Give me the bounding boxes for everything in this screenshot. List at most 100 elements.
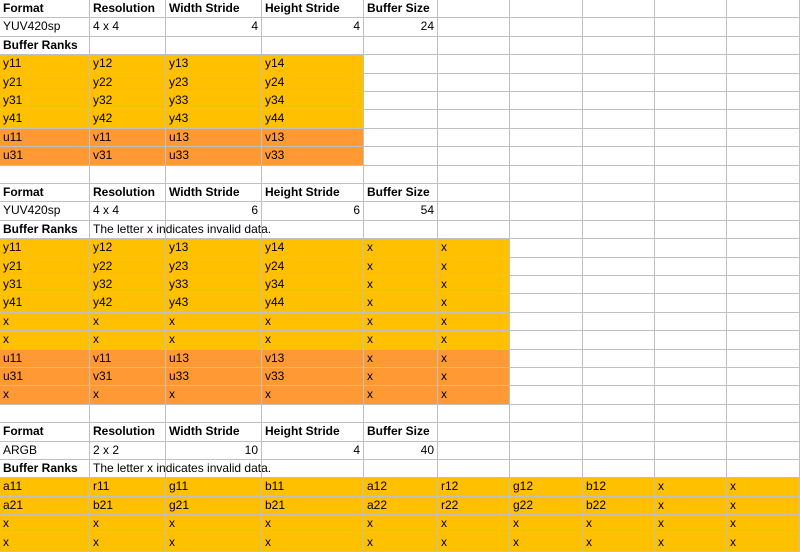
table-cell[interactable]: y34	[262, 276, 364, 294]
empty-cell[interactable]	[364, 221, 438, 239]
table-cell[interactable]: 2 x 2	[90, 442, 166, 460]
table-cell[interactable]: x	[438, 313, 510, 331]
table-cell[interactable]: y13	[166, 55, 262, 74]
table-cell[interactable]: Width Stride	[166, 184, 262, 202]
empty-cell[interactable]	[583, 294, 655, 313]
table-cell[interactable]: x	[727, 478, 800, 497]
table-cell[interactable]: x	[262, 331, 364, 350]
empty-cell[interactable]	[438, 55, 510, 74]
table-cell[interactable]: x	[364, 368, 438, 386]
empty-cell[interactable]	[364, 110, 438, 129]
empty-cell[interactable]	[438, 37, 510, 55]
empty-cell[interactable]	[655, 221, 727, 239]
empty-cell[interactable]	[655, 460, 727, 478]
table-cell[interactable]: v13	[262, 350, 364, 368]
empty-cell[interactable]	[583, 276, 655, 294]
table-cell[interactable]: Height Stride	[262, 423, 364, 442]
table-cell[interactable]: The letter x indicates invalid data.	[90, 460, 271, 478]
empty-cell[interactable]	[166, 221, 262, 239]
table-cell[interactable]: YUV420sp	[0, 202, 90, 221]
table-cell[interactable]: y22	[90, 258, 166, 276]
table-cell[interactable]: x	[438, 534, 510, 552]
table-cell[interactable]: b21	[262, 497, 364, 515]
table-cell[interactable]: Buffer Size	[364, 184, 438, 202]
empty-cell[interactable]	[364, 92, 438, 110]
table-cell[interactable]: x	[166, 534, 262, 552]
empty-cell[interactable]	[727, 202, 800, 221]
table-cell[interactable]: x	[438, 331, 510, 350]
empty-cell[interactable]	[727, 55, 800, 74]
empty-cell[interactable]	[510, 129, 583, 147]
table-cell[interactable]: x	[655, 497, 727, 515]
table-cell[interactable]: y43	[166, 110, 262, 129]
empty-cell[interactable]	[583, 239, 655, 258]
empty-cell[interactable]	[438, 92, 510, 110]
empty-cell[interactable]	[438, 18, 510, 37]
table-cell[interactable]: Format	[0, 0, 90, 18]
table-cell[interactable]: y42	[90, 110, 166, 129]
empty-cell[interactable]	[727, 258, 800, 276]
empty-cell[interactable]	[438, 221, 510, 239]
table-cell[interactable]: x	[655, 478, 727, 497]
table-cell[interactable]: b22	[583, 497, 655, 515]
empty-cell[interactable]	[438, 74, 510, 92]
table-cell[interactable]: Buffer Ranks	[0, 221, 90, 239]
empty-cell[interactable]	[727, 166, 800, 184]
empty-cell[interactable]	[727, 460, 800, 478]
empty-cell[interactable]	[655, 18, 727, 37]
empty-cell[interactable]	[655, 386, 727, 405]
empty-cell[interactable]	[438, 423, 510, 442]
table-cell[interactable]: Format	[0, 184, 90, 202]
empty-cell[interactable]	[727, 184, 800, 202]
empty-cell[interactable]	[510, 74, 583, 92]
table-cell[interactable]: x	[364, 331, 438, 350]
table-cell[interactable]: 54	[364, 202, 438, 221]
empty-cell[interactable]	[583, 202, 655, 221]
empty-cell[interactable]	[90, 37, 166, 55]
table-cell[interactable]: x	[0, 515, 90, 534]
table-cell[interactable]: x	[262, 515, 364, 534]
empty-cell[interactable]	[262, 166, 364, 184]
empty-cell[interactable]	[583, 18, 655, 37]
empty-cell[interactable]	[510, 331, 583, 350]
empty-cell[interactable]	[655, 92, 727, 110]
table-cell[interactable]: x	[166, 386, 262, 405]
empty-cell[interactable]	[655, 202, 727, 221]
table-cell[interactable]: x	[438, 239, 510, 258]
table-cell[interactable]: x	[727, 497, 800, 515]
empty-cell[interactable]	[583, 55, 655, 74]
empty-cell[interactable]	[510, 55, 583, 74]
table-cell[interactable]: x	[364, 313, 438, 331]
table-cell[interactable]: u13	[166, 129, 262, 147]
empty-cell[interactable]	[727, 37, 800, 55]
table-cell[interactable]: y32	[90, 276, 166, 294]
table-cell[interactable]: y11	[0, 239, 90, 258]
table-cell[interactable]: y44	[262, 294, 364, 313]
empty-cell[interactable]	[655, 331, 727, 350]
empty-cell[interactable]	[510, 368, 583, 386]
empty-cell[interactable]	[0, 166, 90, 184]
table-cell[interactable]: b11	[262, 478, 364, 497]
table-cell[interactable]: x	[364, 350, 438, 368]
table-cell[interactable]: u11	[0, 350, 90, 368]
table-cell[interactable]: ARGB	[0, 442, 90, 460]
table-cell[interactable]: x	[166, 313, 262, 331]
empty-cell[interactable]	[727, 294, 800, 313]
empty-cell[interactable]	[727, 110, 800, 129]
empty-cell[interactable]	[438, 129, 510, 147]
empty-cell[interactable]	[438, 110, 510, 129]
empty-cell[interactable]	[510, 0, 583, 18]
table-cell[interactable]: y23	[166, 258, 262, 276]
empty-cell[interactable]	[655, 0, 727, 18]
empty-cell[interactable]	[655, 405, 727, 423]
empty-cell[interactable]	[364, 37, 438, 55]
table-cell[interactable]: x	[0, 534, 90, 552]
empty-cell[interactable]	[655, 74, 727, 92]
empty-cell[interactable]	[583, 166, 655, 184]
table-cell[interactable]: y31	[0, 92, 90, 110]
empty-cell[interactable]	[438, 442, 510, 460]
empty-cell[interactable]	[583, 92, 655, 110]
empty-cell[interactable]	[655, 55, 727, 74]
empty-cell[interactable]	[90, 405, 166, 423]
table-cell[interactable]: x	[655, 515, 727, 534]
